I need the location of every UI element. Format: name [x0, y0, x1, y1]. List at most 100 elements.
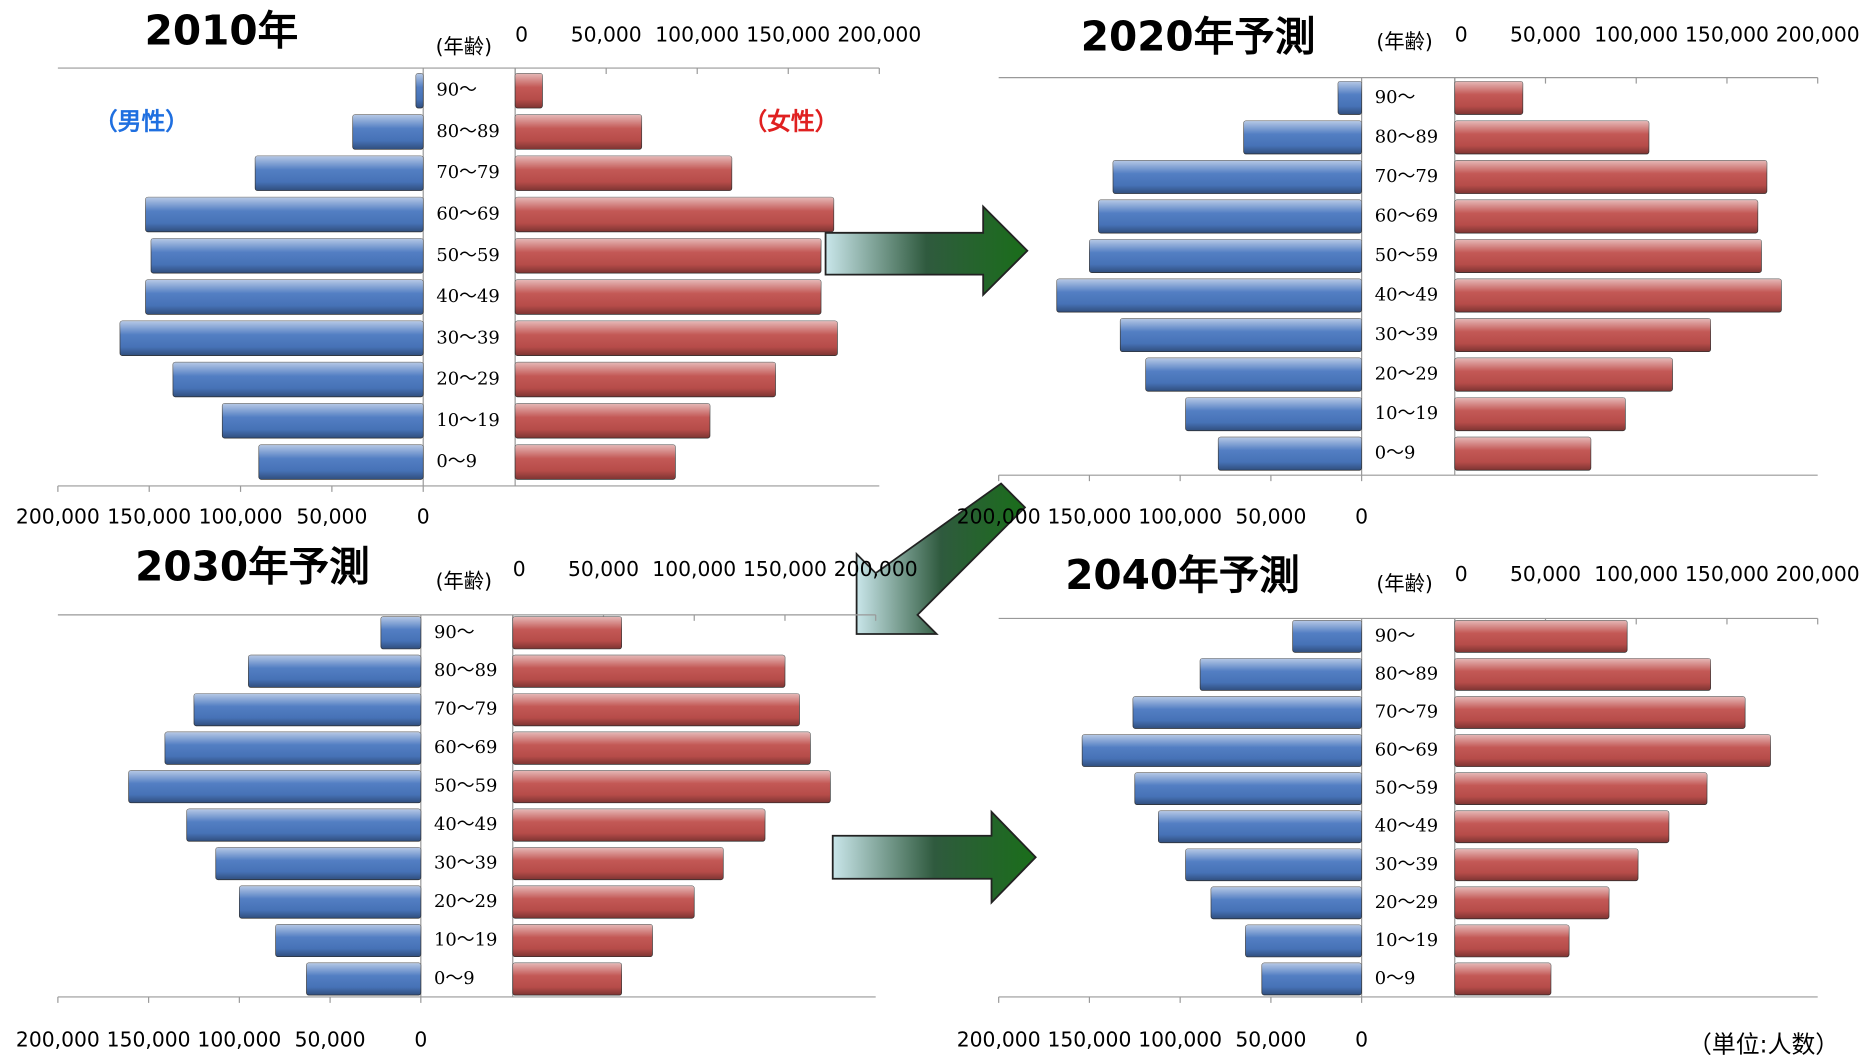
- bar-gloss: [1243, 120, 1362, 155]
- axis-label: (年齢): [1376, 572, 1432, 596]
- bar-gloss: [151, 238, 424, 274]
- chart-title: 2020年予測: [1081, 12, 1316, 60]
- age-label: 40〜49: [436, 286, 499, 307]
- bar-gloss: [515, 279, 822, 315]
- bar-gloss: [164, 732, 421, 765]
- x-tick-label: 100,000: [1138, 505, 1222, 529]
- x-tick-label: 0: [414, 1028, 427, 1052]
- bar-gloss: [1200, 658, 1362, 691]
- age-label: 80〜89: [1375, 126, 1438, 147]
- bar-gloss: [1211, 886, 1362, 919]
- x-tick-label: 0: [513, 557, 526, 581]
- x-tick-label: 150,000: [743, 557, 827, 581]
- bar-gloss: [275, 924, 421, 957]
- x-tick-label: 150,000: [746, 22, 830, 46]
- bar-gloss: [145, 197, 424, 232]
- bar-gloss: [512, 616, 622, 649]
- x-tick-label: 0: [1355, 1028, 1368, 1052]
- age-label: 10〜19: [436, 410, 499, 431]
- bar-gloss: [1082, 734, 1362, 767]
- bar-gloss: [145, 279, 424, 315]
- legend-label: （男性）: [94, 107, 189, 135]
- x-tick-label: 0: [515, 22, 528, 46]
- x-tick-label: 0: [1355, 505, 1368, 529]
- x-tick-label: 200,000: [837, 22, 921, 46]
- bar-gloss: [1338, 81, 1362, 115]
- x-tick-label: 50,000: [571, 22, 642, 46]
- x-tick-label: 100,000: [655, 22, 739, 46]
- legend-label: （女性）: [743, 107, 838, 135]
- bar-gloss: [515, 238, 822, 274]
- bar-gloss: [1454, 963, 1551, 995]
- x-tick-label: 150,000: [1047, 505, 1131, 529]
- bar-gloss: [1113, 160, 1362, 194]
- age-label: 60〜69: [1375, 740, 1438, 761]
- x-tick-label: 50,000: [1510, 22, 1581, 46]
- age-label: 10〜19: [434, 930, 497, 951]
- x-tick-label: 100,000: [1138, 1028, 1222, 1052]
- bar-gloss: [352, 114, 424, 150]
- age-label: 50〜59: [436, 245, 499, 266]
- bar-gloss: [1185, 848, 1362, 881]
- age-label: 20〜29: [434, 891, 497, 912]
- bar-gloss: [1454, 160, 1767, 194]
- x-tick-label: 100,000: [1594, 22, 1678, 46]
- bar-gloss: [1132, 696, 1362, 729]
- bar-gloss: [1454, 199, 1758, 234]
- age-label: 50〜59: [1375, 778, 1438, 799]
- age-label: 30〜39: [436, 327, 499, 348]
- x-tick-label: 200,000: [834, 557, 918, 581]
- bar-gloss: [515, 73, 543, 109]
- bar-gloss: [1454, 772, 1708, 805]
- bar-gloss: [222, 403, 424, 439]
- bar-gloss: [1454, 239, 1762, 273]
- x-tick-label: 0: [417, 505, 430, 529]
- age-label: 60〜69: [1375, 205, 1438, 226]
- bar-gloss: [1245, 924, 1362, 957]
- x-tick-label: 50,000: [296, 505, 367, 529]
- bar-gloss: [1089, 239, 1362, 273]
- bar-gloss: [1454, 81, 1523, 115]
- bar-gloss: [1098, 199, 1362, 234]
- bar-gloss: [248, 655, 421, 688]
- x-tick-label: 50,000: [295, 1028, 366, 1052]
- bar-gloss: [306, 962, 421, 996]
- bar-gloss: [515, 114, 642, 150]
- age-label: 50〜59: [434, 776, 497, 797]
- bar-gloss: [1454, 848, 1639, 881]
- bar-gloss: [1218, 437, 1362, 471]
- bar-gloss: [1454, 120, 1649, 155]
- axis-label: (年齢): [436, 569, 492, 593]
- age-label: 80〜89: [436, 121, 499, 142]
- x-tick-label: 50,000: [568, 557, 639, 581]
- bar-gloss: [239, 885, 421, 919]
- age-label: 90〜: [436, 80, 477, 101]
- x-tick-label: 100,000: [197, 1028, 281, 1052]
- age-label: 70〜79: [1375, 702, 1438, 723]
- bar-gloss: [515, 320, 838, 356]
- bar-gloss: [515, 444, 676, 480]
- bar-gloss: [258, 444, 424, 480]
- bar-gloss: [512, 732, 811, 765]
- age-label: 70〜79: [1375, 166, 1438, 187]
- x-tick-label: 200,000: [957, 505, 1041, 529]
- bar-gloss: [119, 320, 424, 356]
- age-label: 40〜49: [1375, 816, 1438, 837]
- age-label: 60〜69: [436, 204, 499, 225]
- bar-gloss: [215, 847, 421, 880]
- pyramid-chart: 2040年予測 (年齢) 0 0 50,000 50,000 100,000 100,000 1…: [957, 551, 1860, 1052]
- age-label: 80〜89: [434, 660, 497, 681]
- bar-gloss: [512, 847, 724, 880]
- bar-gloss: [515, 362, 776, 397]
- bar-gloss: [1454, 810, 1669, 843]
- axis-label: (年齢): [436, 34, 492, 58]
- age-label: 50〜59: [1375, 245, 1438, 266]
- x-tick-label: 150,000: [107, 505, 191, 529]
- bar-gloss: [1120, 318, 1362, 352]
- chart-title: 2010年: [145, 6, 299, 54]
- x-tick-label: 100,000: [652, 557, 736, 581]
- bar-gloss: [186, 808, 421, 842]
- bar-gloss: [1145, 358, 1362, 392]
